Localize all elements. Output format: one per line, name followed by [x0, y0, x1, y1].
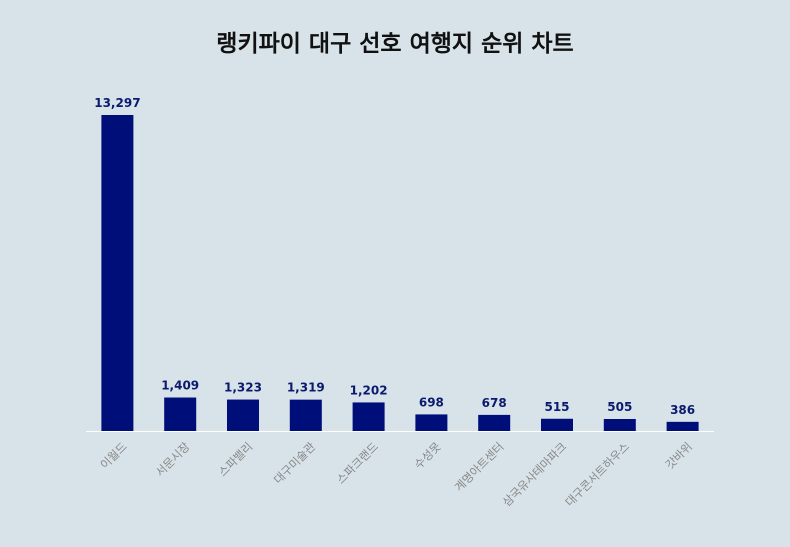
bar-8	[541, 418, 573, 431]
x-tick-label-8: 삼국유사테마파크	[500, 439, 570, 509]
data-label-4: 1,319	[287, 381, 325, 395]
x-tick-label-10: 갓바위	[663, 439, 695, 471]
x-tick-label-9: 대구콘서트하우스	[562, 439, 632, 509]
data-label-9: 505	[607, 400, 632, 414]
x-tick-label-7: 계명아트센터	[452, 439, 507, 494]
bar-9	[603, 418, 636, 431]
x-tick-label-5: 스파크랜드	[334, 439, 381, 486]
data-label-5: 1,202	[350, 383, 388, 397]
data-label-10: 386	[670, 403, 695, 417]
bar-3	[227, 399, 259, 431]
data-label-1: 13,297	[94, 96, 140, 110]
data-label-7: 678	[482, 396, 507, 410]
data-label-3: 1,323	[224, 381, 262, 395]
bar-4	[289, 399, 322, 431]
bar-1	[101, 115, 134, 431]
data-label-6: 698	[419, 395, 444, 409]
x-tick-label-1: 이월드	[97, 439, 129, 471]
bar-2	[164, 397, 197, 431]
bar-5	[352, 402, 385, 431]
x-tick-label-3: 스파밸리	[216, 439, 256, 479]
x-tick-label-4: 대구미술관	[271, 439, 319, 487]
bar-10	[666, 421, 699, 431]
data-label-8: 515	[544, 400, 569, 414]
bar-6	[415, 414, 448, 431]
x-tick-label-2: 서문시장	[153, 439, 193, 479]
bar-7	[478, 414, 511, 431]
data-label-2: 1,409	[161, 379, 199, 393]
x-tick-label-6: 수성못	[411, 439, 443, 471]
chart-title: 랭키파이 대구 선호 여행지 순위 차트	[216, 31, 574, 57]
